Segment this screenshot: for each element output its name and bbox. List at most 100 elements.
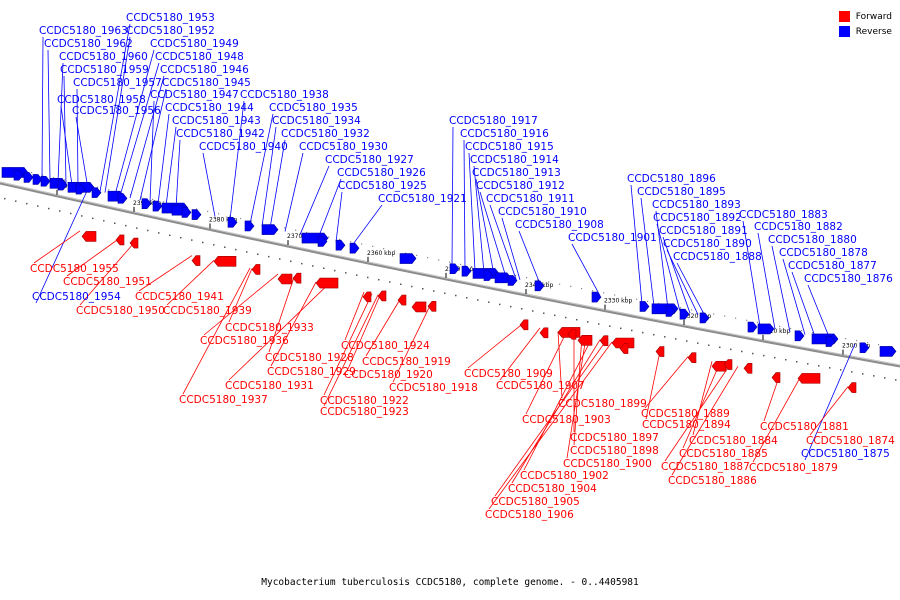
forward-gene-feature [711, 360, 727, 372]
gene-label: CCDC5180_1901 [568, 232, 657, 244]
gene-label: CCDC5180_1953 [126, 12, 215, 24]
reverse-gene-feature [244, 220, 255, 232]
gene-label: CCDC5180_1956 [72, 105, 161, 117]
leader-line [269, 139, 286, 229]
minor-tick-dot [416, 254, 418, 257]
minor-tick-dot [433, 290, 435, 292]
reverse-gene-feature [117, 193, 128, 204]
leader-line [119, 62, 160, 196]
leader-line [557, 331, 563, 399]
gene-label: CCDC5180_1875 [801, 448, 890, 460]
minor-tick-dot [169, 234, 171, 237]
gene-label: CCDC5180_1934 [272, 115, 361, 127]
leader-line [60, 105, 73, 186]
minor-tick-dot [328, 236, 330, 238]
gene-label: CCDC5180_1931 [225, 380, 314, 392]
minor-tick-dot [812, 331, 814, 334]
leader-line [138, 255, 193, 292]
gene-label: CCDC5180_1937 [179, 394, 268, 406]
forward-gene-feature [519, 319, 529, 331]
minor-tick-dot [862, 373, 864, 375]
reverse-gene-feature [261, 224, 279, 235]
leader-line [270, 281, 317, 367]
forward-gene-feature [115, 234, 125, 246]
leader-line [468, 152, 476, 271]
minor-tick-dot [136, 227, 138, 229]
minor-tick-dot [356, 274, 358, 276]
minor-tick-dot [636, 298, 638, 300]
leader-line [525, 332, 567, 415]
leader-line [518, 230, 541, 284]
reverse-gene-feature [679, 308, 690, 320]
forward-gene-feature [567, 329, 577, 340]
leader-line [347, 295, 381, 370]
forward-gene-feature [292, 272, 302, 284]
minor-tick-dot [306, 231, 308, 234]
minor-tick-dot [460, 263, 462, 265]
minor-tick-dot [631, 329, 633, 332]
minor-tick-dot [807, 363, 809, 365]
minor-tick-dot [48, 207, 50, 210]
forward-gene-feature [411, 301, 427, 313]
gene-label: CCDC5180_1891 [659, 225, 748, 237]
reverse-gene-feature [40, 175, 51, 187]
gene-label: CCDC5180_1926 [337, 167, 426, 179]
gene-label: CCDC5180_1942 [176, 128, 265, 140]
leader-line [157, 113, 170, 205]
minor-tick-dot [64, 179, 66, 181]
minor-tick-dot [455, 294, 457, 297]
reverse-gene-feature [227, 217, 238, 228]
gene-label: CCDC5180_1888 [673, 251, 762, 263]
minor-tick-dot [411, 285, 413, 288]
minor-tick-dot [323, 267, 325, 270]
reverse-gene-feature [747, 321, 758, 333]
gene-label: CCDC5180_1925 [338, 180, 427, 192]
gene-label: CCDC5180_1932 [281, 128, 370, 140]
minor-tick-dot [438, 259, 440, 261]
leader-line [129, 75, 165, 199]
leader-line [202, 152, 216, 217]
leader-line [771, 245, 791, 332]
minor-tick-dot [719, 346, 721, 349]
minor-tick-dot [565, 316, 567, 319]
gene-label: CCDC5180_1933 [225, 322, 314, 334]
gene-label: CCDC5180_1914 [470, 154, 559, 166]
reverse-gene-feature [534, 280, 545, 292]
minor-tick-dot [246, 251, 248, 253]
gene-label: CCDC5180_1930 [299, 141, 388, 153]
minor-tick-dot [389, 281, 391, 283]
reverse-swatch [838, 26, 850, 37]
gene-label: CCDC5180_1955 [30, 263, 119, 275]
reverse-gene-feature [317, 236, 328, 247]
leader-line [644, 356, 689, 409]
forward-gene-feature [619, 343, 629, 354]
leader-line [571, 243, 601, 296]
minor-tick-dot [653, 333, 655, 336]
gene-label: CCDC5180_1936 [200, 335, 289, 347]
minor-tick-dot [675, 338, 677, 340]
leader-line [203, 273, 279, 336]
forward-gene-feature [362, 291, 372, 303]
gene-label: CCDC5180_1896 [627, 173, 716, 185]
minor-tick-dot [345, 272, 347, 274]
leader-line [809, 386, 849, 436]
leader-line [682, 362, 721, 449]
leader-line [228, 284, 329, 381]
leader-line [79, 242, 135, 306]
leader-line [692, 361, 713, 436]
forward-gene-feature [251, 264, 261, 275]
gene-label: CCDC5180_1935 [269, 102, 358, 114]
gene-label: CCDC5180_1887 [661, 461, 750, 473]
minor-tick-dot [526, 277, 528, 279]
forward-gene-feature [723, 359, 733, 370]
gene-label: CCDC5180_1950 [76, 305, 165, 317]
reverse-gene-feature [461, 265, 472, 277]
minor-tick-dot [570, 285, 572, 287]
leader-line [261, 126, 277, 227]
minor-tick-dot [4, 197, 6, 200]
gene-label: CCDC5180_1941 [135, 291, 224, 303]
minor-tick-dot [647, 300, 649, 303]
minor-tick-dot [785, 358, 787, 361]
gene-label: CCDC5180_1921 [378, 193, 467, 205]
minor-tick-dot [42, 174, 44, 176]
